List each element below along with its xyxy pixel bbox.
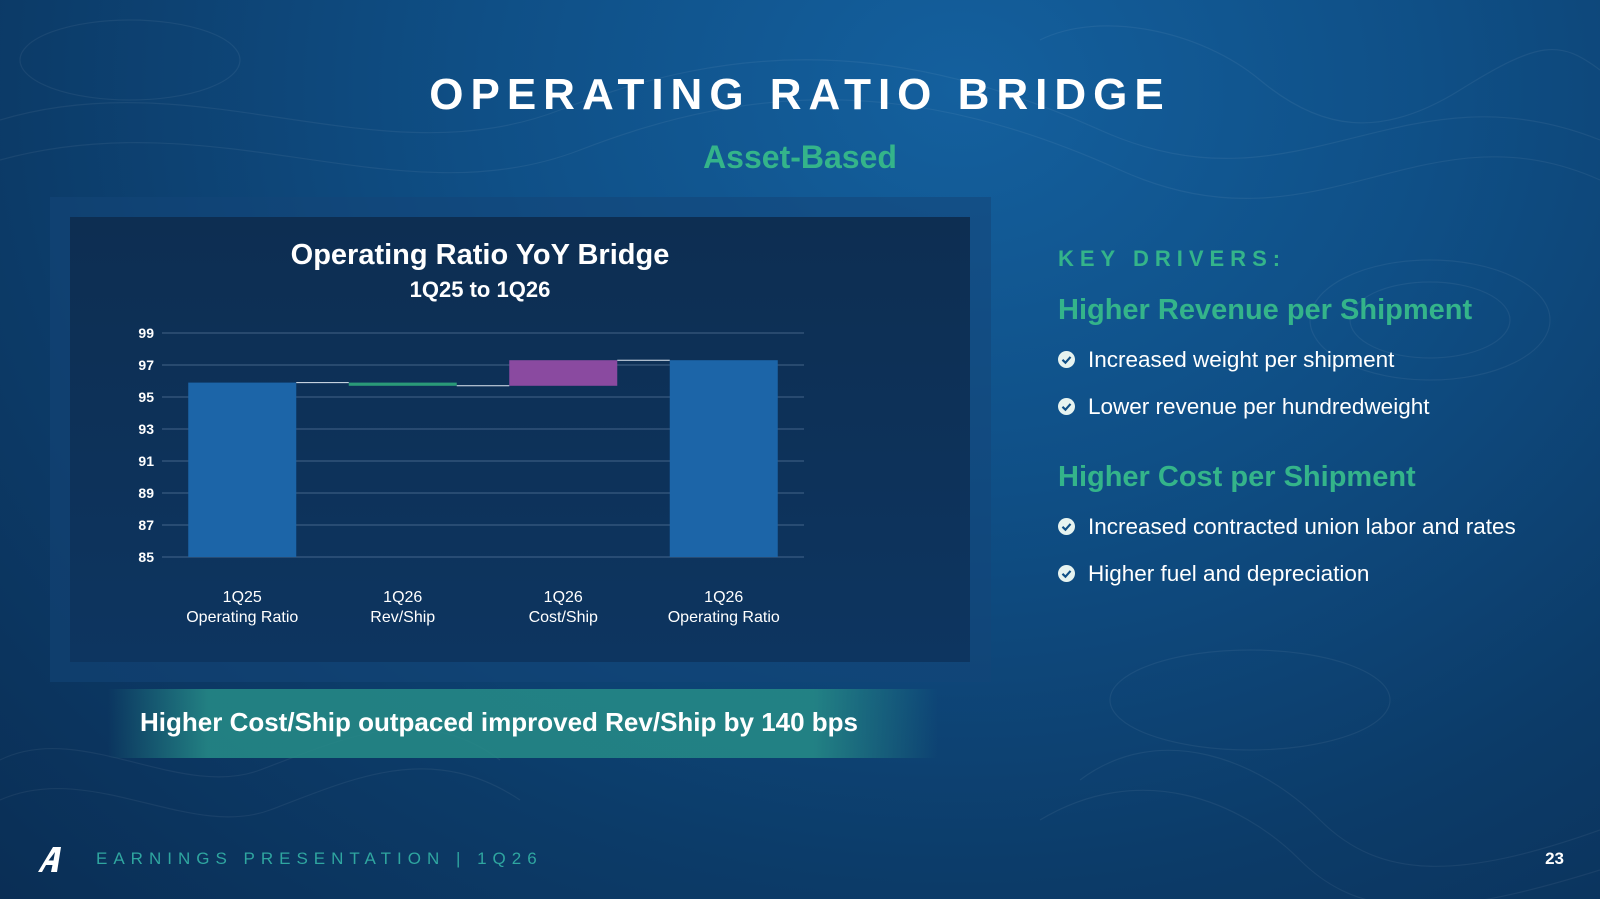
callout-banner: Higher Cost/Ship outpaced improved Rev/S…	[108, 689, 938, 758]
delta-bar	[509, 360, 618, 386]
total-bar	[669, 360, 778, 557]
slide-title: OPERATING RATIO BRIDGE	[429, 70, 1171, 119]
driver-bullet-text: Lower revenue per hundredweight	[1088, 394, 1430, 419]
slide-subtitle: Asset-Based	[703, 139, 897, 175]
driver-heading-revenue: Higher Revenue per Shipment	[1058, 294, 1473, 326]
key-drivers-label: KEY DRIVERS:	[1058, 246, 1287, 271]
driver-bullet-text: Increased contracted union labor and rat…	[1088, 514, 1516, 539]
check-circle-icon	[1058, 398, 1075, 415]
footer-text: EARNINGS PRESENTATION | 1Q26	[96, 849, 543, 868]
driver-bullet-text: Higher fuel and depreciation	[1088, 561, 1370, 586]
driver-bullet: Lower revenue per hundredweight	[1058, 392, 1578, 421]
driver-bullet: Higher fuel and depreciation	[1058, 559, 1578, 588]
driver-heading-cost: Higher Cost per Shipment	[1058, 461, 1416, 493]
driver-bullet: Increased contracted union labor and rat…	[1058, 512, 1578, 541]
total-bar	[188, 382, 297, 557]
check-circle-icon	[1058, 565, 1075, 582]
callout-text: Higher Cost/Ship outpaced improved Rev/S…	[140, 707, 859, 737]
page-number: 23	[1545, 849, 1564, 868]
x-category-label: Rev/Ship	[370, 609, 435, 626]
y-tick-label: 91	[138, 453, 154, 469]
a-logo-icon	[38, 847, 61, 872]
y-tick-label: 89	[138, 485, 154, 501]
y-tick-label: 87	[138, 517, 154, 533]
x-category-label: Cost/Ship	[529, 609, 598, 626]
y-tick-label: 97	[138, 357, 154, 373]
x-category-label: Operating Ratio	[186, 609, 298, 626]
y-tick-label: 85	[138, 549, 154, 565]
y-tick-label: 99	[138, 325, 154, 341]
x-category-label: 1Q26	[544, 589, 583, 606]
check-circle-icon	[1058, 518, 1075, 535]
chart-panel: Operating Ratio YoY Bridge 1Q25 to 1Q26 …	[70, 217, 970, 662]
x-category-label: 1Q25	[223, 589, 262, 606]
x-category-label: 1Q26	[383, 589, 422, 606]
check-circle-icon	[1058, 351, 1075, 368]
waterfall-chart: 85 87 89 91 93 95 97 99 1Q25 Operating Ratio 1Q26 R…	[138, 325, 804, 626]
x-category-label: Operating Ratio	[668, 609, 780, 626]
delta-bar	[348, 382, 457, 386]
chart-frame: Operating Ratio YoY Bridge 1Q25 to 1Q26 …	[50, 197, 991, 682]
x-category-label: 1Q26	[704, 589, 743, 606]
y-tick-label: 95	[138, 389, 154, 405]
key-drivers-panel: KEY DRIVERS: Higher Revenue per Shipment…	[1058, 246, 1578, 588]
chart-subtitle: 1Q25 to 1Q26	[409, 277, 551, 302]
chart-title: Operating Ratio YoY Bridge	[290, 239, 670, 271]
driver-bullet-text: Increased weight per shipment	[1088, 347, 1395, 372]
y-tick-label: 93	[138, 421, 154, 437]
driver-bullet: Increased weight per shipment	[1058, 345, 1578, 374]
